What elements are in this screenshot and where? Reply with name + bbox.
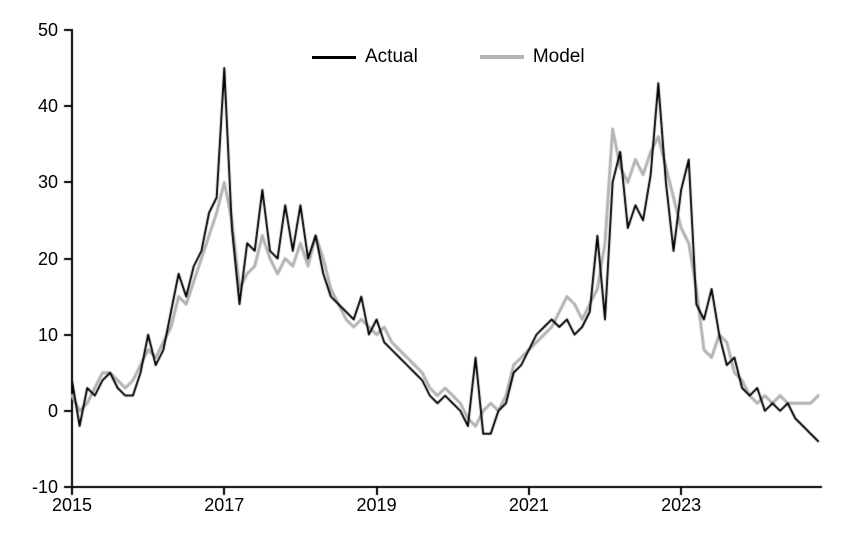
legend-item-model: Model — [479, 46, 585, 68]
actual-line-swatch — [312, 55, 356, 59]
chart-legend: Actual Model — [312, 46, 585, 68]
legend-item-actual: Actual — [312, 46, 418, 68]
model-line-swatch — [479, 55, 524, 59]
legend-label-actual: Actual — [365, 46, 418, 67]
legend-label-model: Model — [532, 46, 585, 67]
